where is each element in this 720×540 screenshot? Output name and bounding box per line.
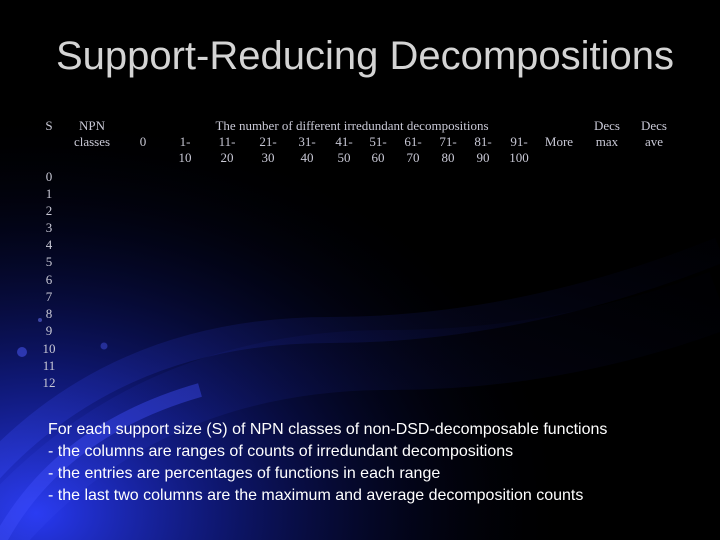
row-label-s3: 3 bbox=[45, 220, 53, 235]
row-label-s0: 0 bbox=[45, 169, 53, 184]
row-label-s7: 7 bbox=[45, 289, 53, 304]
row-label-s8: 8 bbox=[45, 306, 53, 321]
column-header-21-30: 21- 30 bbox=[259, 134, 277, 165]
column-header-51-60: 51- 60 bbox=[369, 134, 387, 165]
row-label-s11: 11 bbox=[42, 358, 56, 373]
column-header-decs-max: Decs max bbox=[594, 118, 620, 149]
row-label-s4: 4 bbox=[45, 237, 53, 252]
row-label-s1: 1 bbox=[45, 186, 53, 201]
row-label-s6: 6 bbox=[45, 272, 53, 287]
caption-line: - the last two columns are the maximum a… bbox=[48, 487, 584, 504]
caption-line: - the columns are ranges of counts of ir… bbox=[48, 443, 514, 460]
column-header-s: S bbox=[45, 118, 53, 133]
column-header-11-20: 11- 20 bbox=[218, 134, 236, 165]
column-header-31-40: 31- 40 bbox=[298, 134, 316, 165]
column-header-0: 0 bbox=[139, 134, 147, 149]
column-header-more: More bbox=[544, 134, 574, 149]
caption-line: - the entries are percentages of functio… bbox=[48, 465, 441, 482]
row-label-s12: 12 bbox=[42, 375, 56, 390]
column-header-81-90: 81- 90 bbox=[474, 134, 492, 165]
slide-title: Support-Reducing Decompositions bbox=[55, 34, 675, 78]
column-header-1-10: 1- 10 bbox=[178, 134, 192, 165]
caption-line: For each support size (S) of NPN classes… bbox=[48, 421, 608, 438]
row-label-s2: 2 bbox=[45, 203, 53, 218]
column-header-91-100: 91- 100 bbox=[509, 134, 529, 165]
column-header-61-70: 61- 70 bbox=[404, 134, 422, 165]
column-header-41-50: 41- 50 bbox=[335, 134, 353, 165]
row-label-s10: 10 bbox=[42, 341, 56, 356]
caption-text: For each support size (S) of NPN classes… bbox=[48, 419, 607, 507]
row-label-s9: 9 bbox=[45, 323, 53, 338]
column-header-npn-classes: NPN classes bbox=[73, 118, 111, 149]
column-header-decs-ave: Decs ave bbox=[641, 118, 667, 149]
column-header-71-80: 71- 80 bbox=[439, 134, 457, 165]
table-group-title: The number of different irredundant deco… bbox=[215, 118, 489, 133]
row-label-s5: 5 bbox=[45, 254, 53, 269]
